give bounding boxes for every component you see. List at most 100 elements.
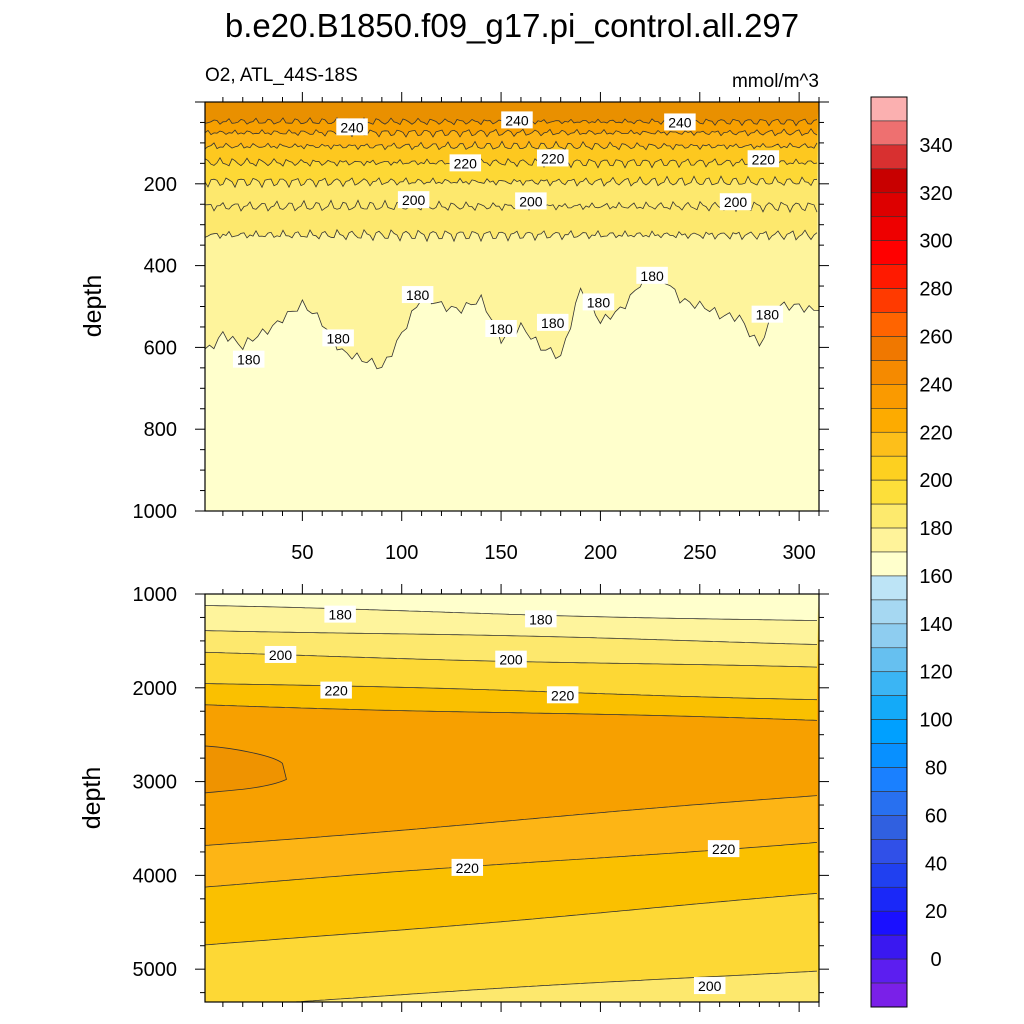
- upper-x-tick-label: 250: [683, 542, 716, 564]
- colorbar-swatch: [870, 120, 908, 146]
- upper-contour-label: 220: [454, 155, 478, 171]
- lower-contour-label: 180: [529, 611, 553, 627]
- upper-contour-label-bg: [719, 193, 752, 211]
- colorbar-label: 340: [919, 135, 952, 157]
- colorbar-swatch: [870, 336, 908, 361]
- colorbar-swatch: [870, 455, 908, 481]
- upper-contour-label-bg: [751, 305, 784, 323]
- colorbar-label: 260: [919, 326, 952, 348]
- lower-upper-band-180: [205, 594, 819, 621]
- colorbar-swatch: [870, 575, 908, 601]
- lower-contour-label: 180: [328, 607, 352, 623]
- lower-contour-label-bg: [264, 645, 297, 663]
- upper-contour-label-bg: [232, 350, 265, 368]
- colorbar-label: 300: [919, 231, 952, 253]
- lower-deep-band-190: [205, 971, 819, 1002]
- contour-line-230: [205, 140, 818, 151]
- contour-line-240: [205, 128, 818, 138]
- subtitle-left: O2, ATL_44S-18S: [205, 65, 358, 86]
- upper-y-axis-label: depth: [79, 275, 107, 338]
- colorbar-label: 160: [919, 566, 952, 588]
- colorbar-swatch: [870, 767, 908, 792]
- lower-contour-label: 220: [712, 841, 736, 857]
- colorbar-border: [870, 96, 908, 1008]
- lower-contour-panel: 180 180 200 200 220 220 220 220 200: [205, 594, 819, 1002]
- lower-y-tick-label: 5000: [133, 959, 178, 981]
- colorbar-swatch: [870, 144, 908, 170]
- lower-contour-label: 200: [698, 978, 722, 994]
- lower-contour-label-bg: [320, 681, 352, 699]
- upper-panel-frame: 200 400 600 800 1000 50 100 150 200 250 300: [133, 92, 829, 564]
- upper-contour-label-bg: [336, 118, 368, 136]
- lower-contour-label-bg: [525, 610, 557, 628]
- upper-contour-label: 200: [724, 194, 748, 210]
- colorbar-label: 20: [925, 901, 947, 923]
- contour-line-190: [205, 228, 818, 243]
- lower-contour-line-200: [205, 893, 818, 946]
- upper-contour-label-bg: [515, 192, 547, 210]
- upper-contour-label: 180: [587, 294, 611, 310]
- colorbar-swatch: [870, 743, 908, 768]
- lower-y-tick-label: 2000: [133, 678, 178, 700]
- colorbar-label: 200: [919, 470, 952, 492]
- upper-y-tick-label: 400: [144, 256, 177, 278]
- upper-contour-label-bg: [536, 313, 569, 331]
- contour-line-210: [205, 175, 818, 189]
- upper-contour-label: 180: [237, 352, 261, 368]
- colorbar-label: 320: [919, 183, 952, 205]
- contour-line-220: [205, 156, 818, 169]
- upper-contour-label-bg: [501, 111, 533, 129]
- contour-line-200: [205, 199, 818, 214]
- colorbar-swatch: [870, 431, 908, 457]
- upper-contour-label: 180: [406, 287, 430, 303]
- upper-contour-label: 220: [752, 151, 776, 167]
- lower-contour-label-bg: [324, 605, 356, 623]
- upper-contour-label-bg: [536, 149, 569, 167]
- colorbar-swatch: [870, 168, 908, 194]
- lower-contour-line-210: [205, 683, 818, 701]
- upper-contour-label-bg: [322, 329, 354, 347]
- upper-x-tick-label: 100: [385, 542, 418, 564]
- upper-contour-label: 180: [489, 321, 513, 337]
- colorbar-swatch: [870, 982, 908, 1008]
- lower-panel-frame: 1000 2000 3000 4000 5000: [133, 584, 829, 1012]
- colorbar-swatch: [870, 934, 908, 960]
- lower-y-axis-label: depth: [78, 767, 106, 830]
- upper-contour-label: 240: [340, 119, 364, 135]
- colorbar-label: 120: [919, 662, 952, 684]
- colorbar-swatch: [870, 288, 908, 313]
- colorbar-swatch: [870, 264, 908, 289]
- colorbar-swatch: [870, 815, 908, 840]
- colorbar-swatch: [870, 910, 908, 936]
- upper-x-tick-label: 150: [484, 542, 517, 564]
- subtitle-right: mmol/m^3: [732, 71, 819, 92]
- colorbar-swatch: [870, 408, 908, 433]
- colorbar-swatch: [870, 96, 908, 122]
- figure-title: b.e20.B1850.f09_g17.pi_control.all.297: [225, 7, 799, 44]
- upper-contour-label: 200: [519, 193, 543, 209]
- colorbar-swatch: [870, 886, 908, 912]
- colorbar-swatch: [870, 312, 908, 337]
- colorbar-label: 40: [925, 853, 947, 875]
- colorbar-swatch: [870, 503, 908, 529]
- upper-contour-label-bg: [449, 154, 482, 172]
- lower-y-tick-label: 1000: [133, 584, 178, 606]
- upper-contour-label: 240: [668, 114, 692, 130]
- lower-contour-line-220: [205, 795, 818, 846]
- upper-contour-label-bg: [485, 319, 517, 337]
- colorbar-swatch: [870, 647, 908, 673]
- upper-contour-label: 180: [541, 315, 565, 331]
- colorbar-swatch: [870, 551, 908, 577]
- lower-contour-label-bg: [451, 858, 484, 876]
- colorbar-swatch: [870, 863, 908, 888]
- upper-contour-label-bg: [582, 293, 615, 311]
- lower-contour-label-bg: [495, 650, 527, 668]
- upper-y-tick-label: 600: [144, 337, 177, 359]
- colorbar-label: 240: [919, 374, 952, 396]
- colorbar-label: 140: [919, 614, 952, 636]
- colorbar-label: 80: [925, 758, 947, 780]
- colorbar-swatch: [870, 360, 908, 385]
- lower-contour-label: 200: [499, 652, 523, 668]
- upper-contour-label-bg: [397, 191, 430, 209]
